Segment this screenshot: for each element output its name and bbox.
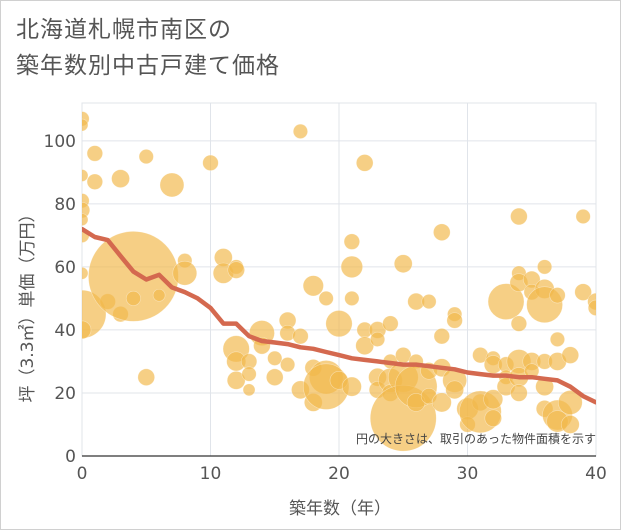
- data-bubble: [445, 380, 464, 400]
- x-tick-label: 0: [77, 464, 88, 484]
- data-bubble: [159, 172, 185, 198]
- bubble-series: [82, 111, 596, 452]
- data-bubble: [292, 328, 309, 345]
- data-bubble: [242, 383, 256, 397]
- chart-title: 北海道札幌市南区の 築年数別中古戸建て価格: [16, 17, 280, 79]
- data-bubble: [82, 118, 89, 132]
- data-bubble: [433, 223, 451, 241]
- data-bubble: [561, 346, 579, 364]
- data-bubble: [421, 294, 437, 310]
- x-axis-title: 築年数（年）: [289, 499, 391, 519]
- data-bubble: [382, 315, 399, 332]
- data-bubble: [241, 366, 257, 382]
- data-bubble: [266, 368, 284, 386]
- bubble-size-note: 円の大きさは、取引のあった物件面積を示す: [356, 431, 596, 446]
- data-bubble: [537, 259, 553, 275]
- data-bubble: [82, 320, 92, 340]
- data-bubble: [510, 384, 528, 402]
- data-bubble: [484, 409, 502, 427]
- data-bubble: [393, 254, 413, 274]
- data-bubble: [325, 310, 353, 338]
- data-bubble: [575, 208, 591, 224]
- x-tick-label: 10: [200, 464, 222, 484]
- data-bubble: [549, 331, 565, 347]
- data-bubble: [574, 283, 592, 301]
- y-tick-label: 20: [54, 384, 76, 404]
- data-bubble: [226, 371, 246, 390]
- data-bubble: [137, 368, 155, 386]
- data-bubble: [202, 154, 219, 171]
- data-bubble: [82, 213, 89, 226]
- data-bubble: [433, 328, 450, 345]
- x-tick-label: 30: [457, 464, 479, 484]
- data-bubble: [487, 283, 525, 320]
- y-tick-label: 60: [54, 258, 76, 278]
- data-bubble: [86, 173, 103, 190]
- data-bubble: [587, 299, 596, 316]
- data-bubble: [510, 207, 528, 226]
- data-bubble: [343, 233, 360, 250]
- data-bubble: [431, 392, 452, 413]
- data-bubble: [280, 357, 296, 373]
- data-bubble: [138, 149, 154, 165]
- data-bubble: [483, 389, 504, 410]
- data-bubble: [560, 415, 580, 434]
- data-bubble: [267, 350, 283, 366]
- tick-labels: 0 10 20 30 40 0 20 40 60 80 100: [44, 132, 607, 484]
- data-bubble: [86, 145, 103, 162]
- data-bubble: [88, 231, 179, 322]
- data-bubble: [340, 255, 363, 278]
- data-bubble: [302, 275, 324, 297]
- trend-series: [82, 226, 596, 405]
- data-bubble: [355, 336, 375, 355]
- y-tick-label: 40: [54, 321, 76, 341]
- y-tick-label: 0: [65, 447, 76, 467]
- data-bubble: [125, 290, 141, 306]
- data-bubble: [510, 315, 528, 332]
- y-axis-title: 坪（3.3㎡）単価（万円）: [18, 205, 38, 402]
- data-bubble: [344, 290, 360, 306]
- data-bubble: [227, 261, 245, 279]
- data-bubble: [341, 376, 362, 397]
- y-tick-label: 100: [44, 132, 76, 152]
- data-bubble: [172, 260, 198, 286]
- x-tick-label: 40: [585, 464, 607, 484]
- data-bubble: [82, 266, 89, 280]
- y-tick-label: 80: [54, 195, 76, 215]
- data-bubble: [152, 288, 166, 302]
- data-bubble: [356, 154, 374, 172]
- data-bubble: [446, 312, 463, 329]
- data-bubble: [82, 169, 89, 182]
- x-tick-label: 20: [328, 464, 350, 484]
- data-bubble: [370, 331, 386, 347]
- data-bubble: [549, 287, 566, 304]
- data-bubble: [111, 169, 130, 188]
- trend-line: [82, 226, 596, 405]
- data-bubble: [318, 290, 334, 306]
- data-bubble: [292, 123, 308, 139]
- data-bubble: [557, 390, 583, 415]
